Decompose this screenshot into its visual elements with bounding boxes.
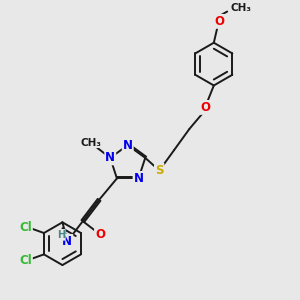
- Text: S: S: [155, 164, 164, 177]
- Text: N: N: [123, 139, 133, 152]
- Text: CH₃: CH₃: [81, 138, 102, 148]
- Text: O: O: [95, 228, 105, 241]
- Text: H: H: [57, 230, 65, 240]
- Text: CH₃: CH₃: [230, 3, 251, 13]
- Text: N: N: [105, 152, 115, 164]
- Text: N: N: [62, 235, 72, 248]
- Text: N: N: [134, 172, 144, 185]
- Text: Cl: Cl: [19, 254, 32, 267]
- Text: O: O: [200, 101, 210, 114]
- Text: O: O: [214, 15, 224, 28]
- Text: Cl: Cl: [19, 220, 32, 234]
